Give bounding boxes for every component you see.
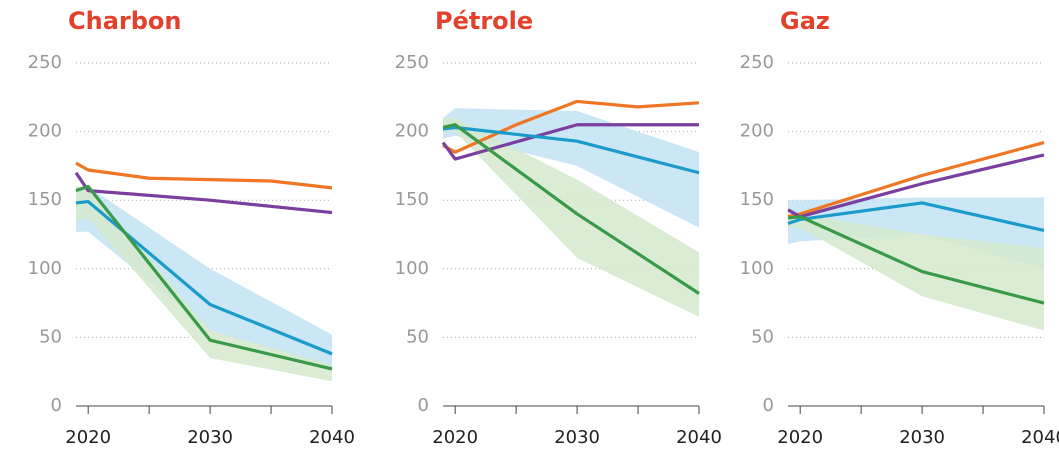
line	[75, 161, 333, 190]
x-tick-label: 2040	[309, 427, 355, 448]
line	[75, 199, 333, 356]
y-tick-label: 250	[740, 52, 774, 73]
line	[441, 123, 699, 161]
x-tick-label: 2030	[187, 427, 233, 448]
line	[787, 215, 1045, 305]
y-tick-label: 250	[28, 52, 62, 73]
x-tick-label: 2030	[899, 427, 945, 448]
y-tick-label: 50	[406, 326, 429, 347]
y-tick-label: 50	[751, 326, 774, 347]
chart-title: Gaz	[780, 7, 830, 35]
y-tick-label: 200	[395, 121, 429, 142]
y-tick-label: 150	[395, 189, 429, 210]
line	[75, 184, 333, 371]
x-tick-label: 2020	[777, 427, 823, 448]
line	[442, 125, 700, 175]
line	[787, 201, 1045, 232]
band	[788, 213, 1044, 331]
band	[443, 117, 699, 317]
band	[443, 108, 699, 228]
y-tick-label: 150	[740, 189, 774, 210]
y-tick-label: 50	[39, 326, 62, 347]
y-tick-label: 0	[418, 395, 429, 416]
y-tick-label: 100	[28, 258, 62, 279]
line	[442, 123, 700, 295]
y-tick-label: 100	[740, 258, 774, 279]
chart-title: Pétrole	[435, 7, 533, 35]
line	[442, 99, 700, 154]
y-tick-label: 0	[51, 395, 62, 416]
x-tick-label: 2040	[1021, 427, 1059, 448]
line	[787, 153, 1045, 219]
x-tick-label: 2020	[65, 427, 111, 448]
y-tick-label: 200	[28, 121, 62, 142]
y-tick-label: 100	[395, 258, 429, 279]
band	[76, 186, 332, 368]
line	[787, 141, 1045, 219]
y-tick-label: 150	[28, 189, 62, 210]
x-tick-label: 2040	[676, 427, 722, 448]
y-tick-label: 200	[740, 121, 774, 142]
chart-title: Charbon	[68, 7, 181, 35]
x-tick-label: 2030	[554, 427, 600, 448]
y-tick-label: 0	[763, 395, 774, 416]
line	[74, 171, 333, 215]
x-tick-label: 2020	[432, 427, 478, 448]
y-tick-label: 250	[395, 52, 429, 73]
